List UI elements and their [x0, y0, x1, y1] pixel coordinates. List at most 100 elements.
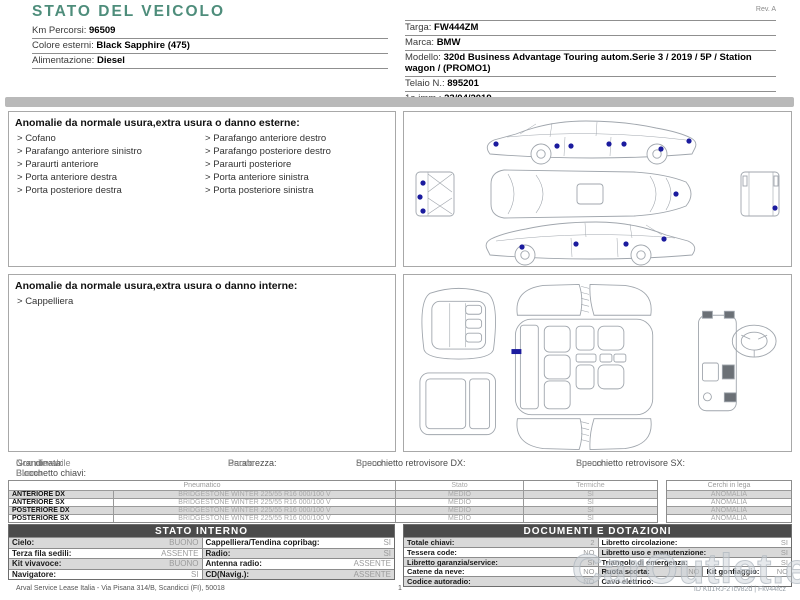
- kv-cell: Totale chiavi: 2: [404, 538, 598, 547]
- tyre-spec: BRIDGESTONE WINTER 225/55 R16 000/100 V: [113, 515, 395, 522]
- rims-table: Cerchi in lega ANOMALIA ANOMALIA ANOMALI…: [666, 480, 792, 523]
- kv-value: NO: [583, 577, 595, 586]
- summary-label: Specchietto retrovisore DX:: [356, 458, 466, 468]
- tyres-header-row: Pneumatico Stato Termiche: [9, 481, 657, 490]
- kv-subcell: Kit gonfiaggio: NO: [702, 567, 791, 577]
- rim-value: ANOMALIA: [710, 515, 748, 522]
- exterior-anomalies-list: Cofano Parafango anteriore sinistro Para…: [9, 132, 395, 197]
- kv-value: BUONO: [169, 538, 199, 548]
- kv-label: Kit gonfiaggio:: [706, 567, 760, 577]
- info-label: Modello:: [405, 52, 441, 63]
- info-row-colore: Colore esterni: Black Sapphire (475): [32, 39, 388, 54]
- info-value: 96509: [89, 25, 116, 36]
- kv-label: Catene da neve:: [407, 567, 465, 577]
- kv-row: Codice autoradio: NO Cavo elettrico:: [404, 576, 791, 586]
- kv-row: Libretto garanzia/service: SI Triangolo d…: [404, 556, 791, 567]
- interior-anomalies-title: Anomalie da normale usura,extra usura o …: [15, 280, 298, 292]
- tyre-termiche: SI: [523, 507, 657, 514]
- kv-cell: CD(Navig.): ASSENTE: [201, 569, 394, 579]
- kv-cell: Libretto uso e manutenzione: SI: [597, 547, 791, 557]
- anomaly-item: Porta anteriore sinistra: [205, 171, 393, 184]
- kv-value: SI: [190, 569, 199, 579]
- kv-label: Ruota scorta:: [601, 567, 650, 577]
- info-value: 895201: [447, 78, 479, 89]
- summary-label: Parabrezza:: [228, 458, 277, 468]
- tyre-spec: BRIDGESTONE WINTER 225/55 R16 000/100 V: [113, 499, 395, 506]
- anomaly-item: Parafango anteriore sinistro: [17, 145, 205, 158]
- kv-cell: Catene da neve: NO: [404, 567, 598, 576]
- tyre-row: POSTERIORE DX BRIDGESTONE WINTER 225/55 …: [9, 506, 657, 514]
- tyres-header-stato: Stato: [395, 481, 523, 490]
- tyre-position: ANTERIORE DX: [12, 491, 65, 498]
- tyre-position: ANTERIORE SX: [12, 499, 65, 506]
- kv-value: BUONO: [169, 559, 199, 569]
- info-label: Marca:: [405, 37, 435, 48]
- kv-cell: Kit vivavoce: BUONO: [9, 559, 202, 569]
- kv-cell: Libretto garanzia/service: SI: [404, 557, 598, 567]
- summary-value: Buono: [356, 458, 383, 468]
- anomaly-item: Cappelliera: [17, 295, 205, 308]
- kv-value: SI: [383, 548, 391, 558]
- car-exterior-diagram: [415, 120, 780, 266]
- kv-row: Kit vivavoce: BUONO Antenna radio: ASSENTE: [9, 558, 394, 569]
- tyres-header-pneumatico: Pneumatico: [183, 482, 221, 489]
- exterior-anomalies-panel: Anomalie da normale usura,extra usura o …: [8, 111, 396, 267]
- kv-label: Cielo:: [12, 538, 35, 548]
- summary-label: Grandinata:: [16, 458, 64, 468]
- kv-label: Cavo elettrico:: [601, 577, 654, 586]
- kv-value: ASSENTE: [161, 548, 199, 558]
- anomaly-item: Parafango posteriore destro: [205, 145, 393, 158]
- info-value: BMW: [436, 37, 461, 48]
- kv-cell: Tessera code: NO: [404, 548, 598, 557]
- info-value: 320d Business Advantage Touring autom.Se…: [405, 52, 752, 74]
- tyre-stato: MEDIO: [395, 491, 523, 498]
- info-label: Colore esterni:: [32, 40, 94, 51]
- kv-label: Kit vivavoce:: [12, 559, 62, 569]
- rims-header: Cerchi in lega: [707, 482, 751, 489]
- summary-value: Buono: [16, 468, 43, 478]
- tyre-spec: BRIDGESTONE WINTER 225/55 R16 000/100 V: [113, 491, 395, 498]
- exterior-anomalies-title: Anomalie da normale usura,extra usura o …: [15, 117, 300, 129]
- info-row-alimentazione: Alimentazione: Diesel: [32, 54, 388, 69]
- kv-label: Tessera code:: [407, 547, 457, 557]
- kv-label: Cappelliera/Tendina copribag:: [205, 538, 320, 548]
- footer-page-number: 1: [398, 585, 402, 592]
- tyre-row: POSTERIORE SX BRIDGESTONE WINTER 225/55 …: [9, 514, 657, 522]
- damage-markers: [417, 138, 778, 250]
- info-row-marca: Marca: BMW: [405, 36, 776, 51]
- watermark: CarOutlet.eu: [571, 545, 800, 593]
- anomaly-column-2: Parafango anteriore destro Parafango pos…: [205, 132, 393, 197]
- anomaly-item: Cofano: [17, 132, 205, 145]
- anomaly-item: Porta posteriore sinistra: [205, 184, 393, 197]
- footer-document-id: ID Ku1RJ-2Tcv82d | Fkv44fcz: [693, 586, 786, 593]
- kv-value: ASSENTE: [353, 569, 391, 579]
- info-row-targa: Targa: FW444ZM: [405, 21, 776, 36]
- rim-row: ANOMALIA: [667, 490, 791, 498]
- rim-row: ANOMALIA: [667, 498, 791, 506]
- revision-label: Rev. A: [755, 6, 776, 13]
- tyre-spec: BRIDGESTONE WINTER 225/55 R16 000/100 V: [113, 507, 395, 514]
- summary-label: Specchietto retrovisore SX:: [576, 458, 686, 468]
- kv-label: Libretto uso e manutenzione:: [601, 547, 707, 557]
- car-interior-diagram: [419, 283, 777, 451]
- damage-markers: [511, 349, 522, 355]
- info-label: Telaio N.:: [405, 78, 445, 89]
- kv-label: Navigatore:: [12, 569, 57, 579]
- info-label: Alimentazione:: [32, 55, 95, 66]
- anomaly-item: Porta anteriore destra: [17, 171, 205, 184]
- footer-company: Arval Service Lease Italia - Via Pisana …: [16, 585, 225, 592]
- kv-cell: Navigatore: SI: [9, 570, 202, 580]
- kv-cell: Antenna radio: ASSENTE: [201, 559, 395, 569]
- info-label: Targa:: [405, 22, 432, 33]
- kv-value: 2: [590, 538, 595, 547]
- anomaly-item: Paraurti posteriore: [205, 158, 393, 171]
- kv-cell: Radio: SI: [201, 548, 394, 558]
- kv-value: NO: [776, 567, 788, 577]
- kv-label: Terza fila sedili:: [12, 548, 72, 558]
- kv-value: ASSENTE: [353, 559, 391, 569]
- kv-value: NO: [583, 567, 595, 577]
- tyre-position: POSTERIORE DX: [12, 507, 70, 514]
- summary-label: Blocchetto chiavi:: [16, 468, 87, 478]
- kv-row: Totale chiavi: 2 Libretto circolazione: SI: [404, 537, 791, 547]
